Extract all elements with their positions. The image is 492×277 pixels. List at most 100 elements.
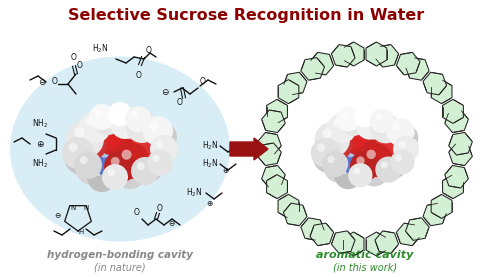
Text: H: H bbox=[78, 229, 84, 235]
Polygon shape bbox=[443, 175, 463, 199]
Circle shape bbox=[149, 143, 158, 152]
Text: O: O bbox=[71, 53, 77, 62]
Polygon shape bbox=[397, 223, 420, 246]
Circle shape bbox=[353, 168, 360, 174]
Circle shape bbox=[333, 114, 369, 150]
Polygon shape bbox=[310, 223, 334, 246]
Circle shape bbox=[119, 127, 128, 136]
Polygon shape bbox=[262, 165, 285, 188]
Polygon shape bbox=[397, 52, 420, 75]
Circle shape bbox=[131, 148, 165, 182]
Circle shape bbox=[64, 139, 100, 175]
Text: $\ominus$: $\ominus$ bbox=[54, 211, 62, 219]
Text: $\oplus$: $\oplus$ bbox=[35, 139, 44, 149]
Circle shape bbox=[328, 134, 337, 143]
Circle shape bbox=[116, 115, 124, 123]
Circle shape bbox=[390, 124, 418, 152]
Circle shape bbox=[66, 120, 104, 158]
Circle shape bbox=[108, 102, 132, 126]
Circle shape bbox=[369, 109, 394, 133]
Circle shape bbox=[340, 110, 367, 136]
Polygon shape bbox=[283, 72, 307, 95]
Circle shape bbox=[359, 143, 393, 177]
Circle shape bbox=[156, 140, 164, 148]
Polygon shape bbox=[278, 79, 299, 104]
Text: (in nature): (in nature) bbox=[94, 262, 146, 272]
Circle shape bbox=[377, 119, 385, 127]
Circle shape bbox=[370, 114, 400, 143]
Circle shape bbox=[112, 121, 144, 153]
Ellipse shape bbox=[10, 57, 230, 242]
Circle shape bbox=[62, 137, 94, 169]
Circle shape bbox=[348, 163, 372, 187]
Circle shape bbox=[110, 109, 140, 139]
Polygon shape bbox=[301, 218, 325, 240]
Text: O: O bbox=[146, 46, 152, 55]
Text: H$_2$N: H$_2$N bbox=[92, 42, 108, 55]
Circle shape bbox=[375, 148, 407, 180]
Circle shape bbox=[339, 142, 372, 175]
Circle shape bbox=[74, 127, 85, 138]
Polygon shape bbox=[301, 58, 325, 80]
Circle shape bbox=[73, 127, 107, 161]
Circle shape bbox=[104, 151, 136, 183]
Circle shape bbox=[124, 126, 138, 139]
Circle shape bbox=[131, 157, 159, 185]
Circle shape bbox=[317, 143, 325, 152]
Circle shape bbox=[382, 154, 391, 163]
Circle shape bbox=[311, 138, 340, 168]
Circle shape bbox=[334, 161, 362, 189]
Circle shape bbox=[74, 151, 102, 179]
Text: N: N bbox=[70, 205, 76, 211]
Circle shape bbox=[153, 155, 160, 162]
Circle shape bbox=[150, 135, 178, 163]
Circle shape bbox=[80, 133, 90, 143]
Circle shape bbox=[314, 122, 350, 157]
Circle shape bbox=[102, 120, 115, 132]
Circle shape bbox=[346, 115, 354, 122]
Circle shape bbox=[333, 119, 341, 127]
Circle shape bbox=[340, 121, 351, 131]
Polygon shape bbox=[278, 194, 299, 218]
Polygon shape bbox=[405, 58, 429, 80]
Polygon shape bbox=[366, 232, 387, 256]
Circle shape bbox=[356, 157, 365, 165]
Circle shape bbox=[94, 119, 105, 130]
Circle shape bbox=[99, 148, 110, 158]
Circle shape bbox=[94, 107, 122, 135]
Text: $\ominus$: $\ominus$ bbox=[161, 87, 170, 97]
Polygon shape bbox=[375, 45, 399, 67]
Polygon shape bbox=[332, 45, 355, 67]
Circle shape bbox=[381, 161, 388, 169]
Text: O: O bbox=[200, 77, 206, 86]
Polygon shape bbox=[423, 72, 447, 95]
Polygon shape bbox=[405, 218, 429, 240]
Text: O: O bbox=[136, 71, 142, 80]
Circle shape bbox=[375, 157, 401, 183]
Circle shape bbox=[327, 114, 357, 143]
Circle shape bbox=[348, 122, 360, 134]
Circle shape bbox=[336, 107, 360, 131]
Text: O: O bbox=[157, 204, 163, 213]
Text: $\ominus$: $\ominus$ bbox=[37, 77, 46, 87]
Circle shape bbox=[71, 146, 82, 156]
Circle shape bbox=[320, 146, 329, 155]
Circle shape bbox=[396, 129, 404, 137]
Text: O: O bbox=[134, 208, 140, 217]
Circle shape bbox=[330, 158, 338, 167]
Circle shape bbox=[393, 144, 400, 152]
Polygon shape bbox=[258, 143, 281, 166]
Polygon shape bbox=[445, 165, 468, 188]
Circle shape bbox=[364, 128, 372, 137]
Polygon shape bbox=[375, 231, 399, 253]
Text: (in this work): (in this work) bbox=[333, 262, 397, 272]
Circle shape bbox=[93, 168, 102, 176]
Circle shape bbox=[86, 117, 94, 126]
Circle shape bbox=[321, 129, 353, 160]
Circle shape bbox=[340, 114, 381, 156]
Text: O: O bbox=[77, 61, 83, 70]
Polygon shape bbox=[445, 110, 468, 133]
Circle shape bbox=[356, 112, 384, 140]
Polygon shape bbox=[262, 110, 285, 133]
Circle shape bbox=[87, 129, 97, 140]
